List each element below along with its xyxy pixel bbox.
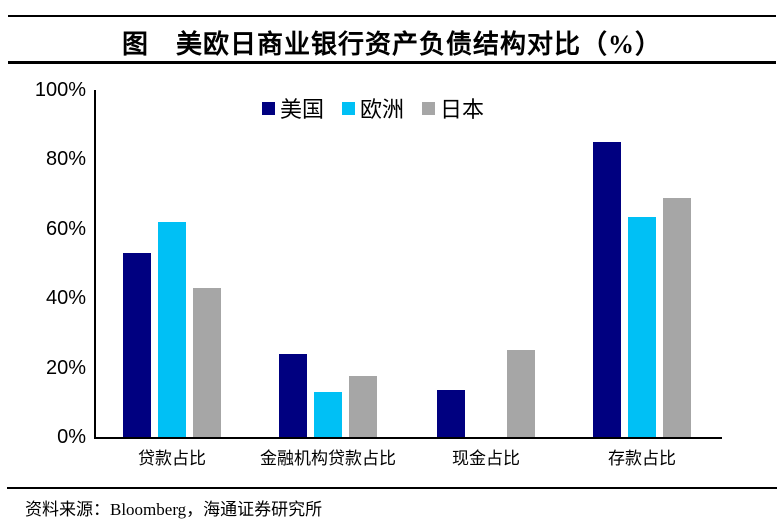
y-tick-label: 80% xyxy=(45,148,86,171)
bar-us-2 xyxy=(437,390,465,437)
source-line: 资料来源：Bloomberg，海通证券研究所 xyxy=(25,500,323,519)
bar-europe-0 xyxy=(158,222,186,437)
y-axis-line xyxy=(94,90,96,439)
legend-label-us: 美国 xyxy=(280,97,325,122)
y-tick-label: 20% xyxy=(45,356,86,379)
bar-japan-1 xyxy=(349,376,377,437)
title-top-rule xyxy=(8,15,776,17)
y-tick-label: 0% xyxy=(57,426,86,448)
bar-us-3 xyxy=(593,142,621,437)
chart-title: 图 美欧日商业银行资产负债结构对比（%） xyxy=(121,30,662,59)
x-category-label: 存款占比 xyxy=(608,449,676,468)
legend-label-europe: 欧洲 xyxy=(360,97,405,122)
x-category-label: 金融机构贷款占比 xyxy=(260,449,396,468)
bar-europe-3 xyxy=(628,217,656,437)
legend-swatch-europe-icon xyxy=(342,101,356,115)
legend-label-japan: 日本 xyxy=(440,97,485,122)
y-tick-label: 60% xyxy=(45,217,86,240)
legend-swatch-us-icon xyxy=(262,101,275,115)
x-axis-line xyxy=(94,437,722,439)
bar-japan-2 xyxy=(507,350,535,437)
legend-item-japan: 日本 xyxy=(422,92,484,124)
legend-item-us: 美国 xyxy=(262,92,324,124)
y-tick-label: 40% xyxy=(45,287,86,310)
legend: 美国 欧洲 日本 xyxy=(262,92,484,124)
bar-japan-0 xyxy=(193,288,221,437)
bar-us-1 xyxy=(279,354,307,437)
x-category-label: 贷款占比 xyxy=(138,449,206,468)
y-tick-label: 100% xyxy=(34,79,86,101)
legend-item-europe: 欧洲 xyxy=(342,92,404,124)
x-category-label: 现金占比 xyxy=(452,449,520,468)
bar-japan-3 xyxy=(663,198,691,437)
title-bottom-rule xyxy=(8,61,776,64)
legend-swatch-japan-icon xyxy=(422,101,436,115)
bar-europe-1 xyxy=(314,392,342,437)
bar-us-0 xyxy=(123,253,151,437)
footer-rule xyxy=(7,487,777,489)
